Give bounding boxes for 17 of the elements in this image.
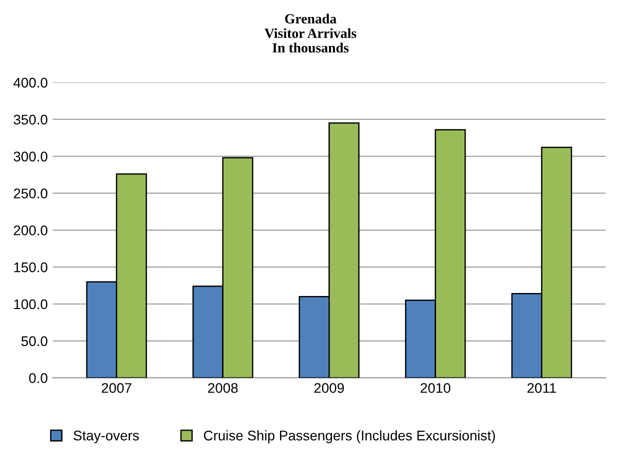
y-tick-label: 200.0 [14,225,48,236]
legend-label: Cruise Ship Passengers (Includes Excursionist) [204,430,495,444]
y-tick-label: 50.0 [21,336,48,346]
y-tick-label: 150.0 [14,262,48,272]
x-tick-label: 2010 [420,383,450,393]
y-tick-label: 0.0 [29,373,48,384]
y-tick-label: 100.0 [14,299,48,310]
y-tick-label: 400.0 [13,78,48,88]
x-tick-label: 2008 [208,383,238,393]
legend-label: Stay-overs [74,430,139,444]
y-tick-label: 300.0 [14,152,48,162]
y-tick-label: 250.0 [14,188,48,198]
chart-title: Grenada Visitor Arrivals In thousands [264,14,356,53]
x-tick-label: 2007 [102,383,132,393]
x-tick-label: 2011 [527,383,556,393]
x-tick-label: 2009 [314,383,344,393]
y-tick-label: 350.0 [14,114,48,125]
